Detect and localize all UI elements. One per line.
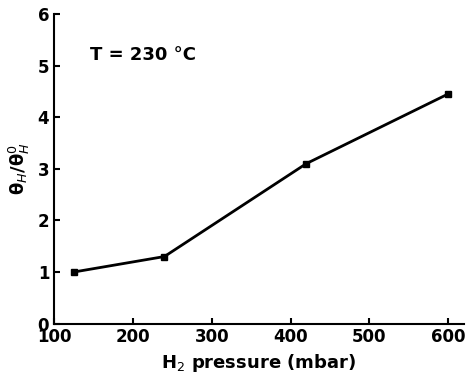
Y-axis label: θ$_H$/θ$_H^0$: θ$_H$/θ$_H^0$: [7, 142, 32, 195]
Text: T = 230 °C: T = 230 °C: [90, 46, 196, 64]
X-axis label: H$_2$ pressure (mbar): H$_2$ pressure (mbar): [161, 352, 356, 374]
